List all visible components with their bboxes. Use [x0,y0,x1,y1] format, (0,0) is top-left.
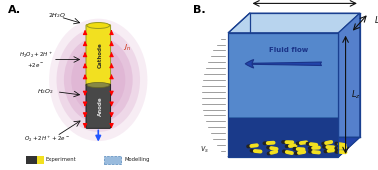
Text: $H_2O_2$: $H_2O_2$ [37,87,54,96]
Bar [104,156,121,164]
FancyBboxPatch shape [86,84,110,128]
Text: $O_2+2H^++2e^-$: $O_2+2H^++2e^-$ [24,134,70,144]
Ellipse shape [71,46,125,114]
Text: $H_2O_2+2H^+$
$+2e^-$: $H_2O_2+2H^+$ $+2e^-$ [19,50,53,69]
Text: B.: B. [193,5,205,15]
Ellipse shape [64,37,133,123]
Polygon shape [338,13,360,157]
Text: A.: A. [8,5,21,15]
Text: Modelling: Modelling [125,157,150,162]
Text: $L_y$: $L_y$ [374,14,378,28]
Text: $J_n$: $J_n$ [123,42,131,53]
Text: Experiment: Experiment [45,157,76,162]
Polygon shape [228,13,360,33]
Polygon shape [228,137,360,157]
Bar [37,156,45,164]
Text: $2H_2O$: $2H_2O$ [48,11,66,20]
Text: $v_s$: $v_s$ [200,145,209,155]
Bar [228,117,338,157]
Ellipse shape [57,28,140,132]
Bar [228,33,338,157]
Bar [26,156,37,164]
Text: Anode: Anode [98,96,103,116]
Text: Cathode: Cathode [98,42,103,68]
FancyBboxPatch shape [86,25,110,86]
Text: $L_z$: $L_z$ [351,89,361,101]
Ellipse shape [87,23,110,28]
Text: Fluid flow: Fluid flow [269,47,308,53]
Ellipse shape [49,19,147,141]
Ellipse shape [87,82,110,88]
Bar [228,33,338,117]
